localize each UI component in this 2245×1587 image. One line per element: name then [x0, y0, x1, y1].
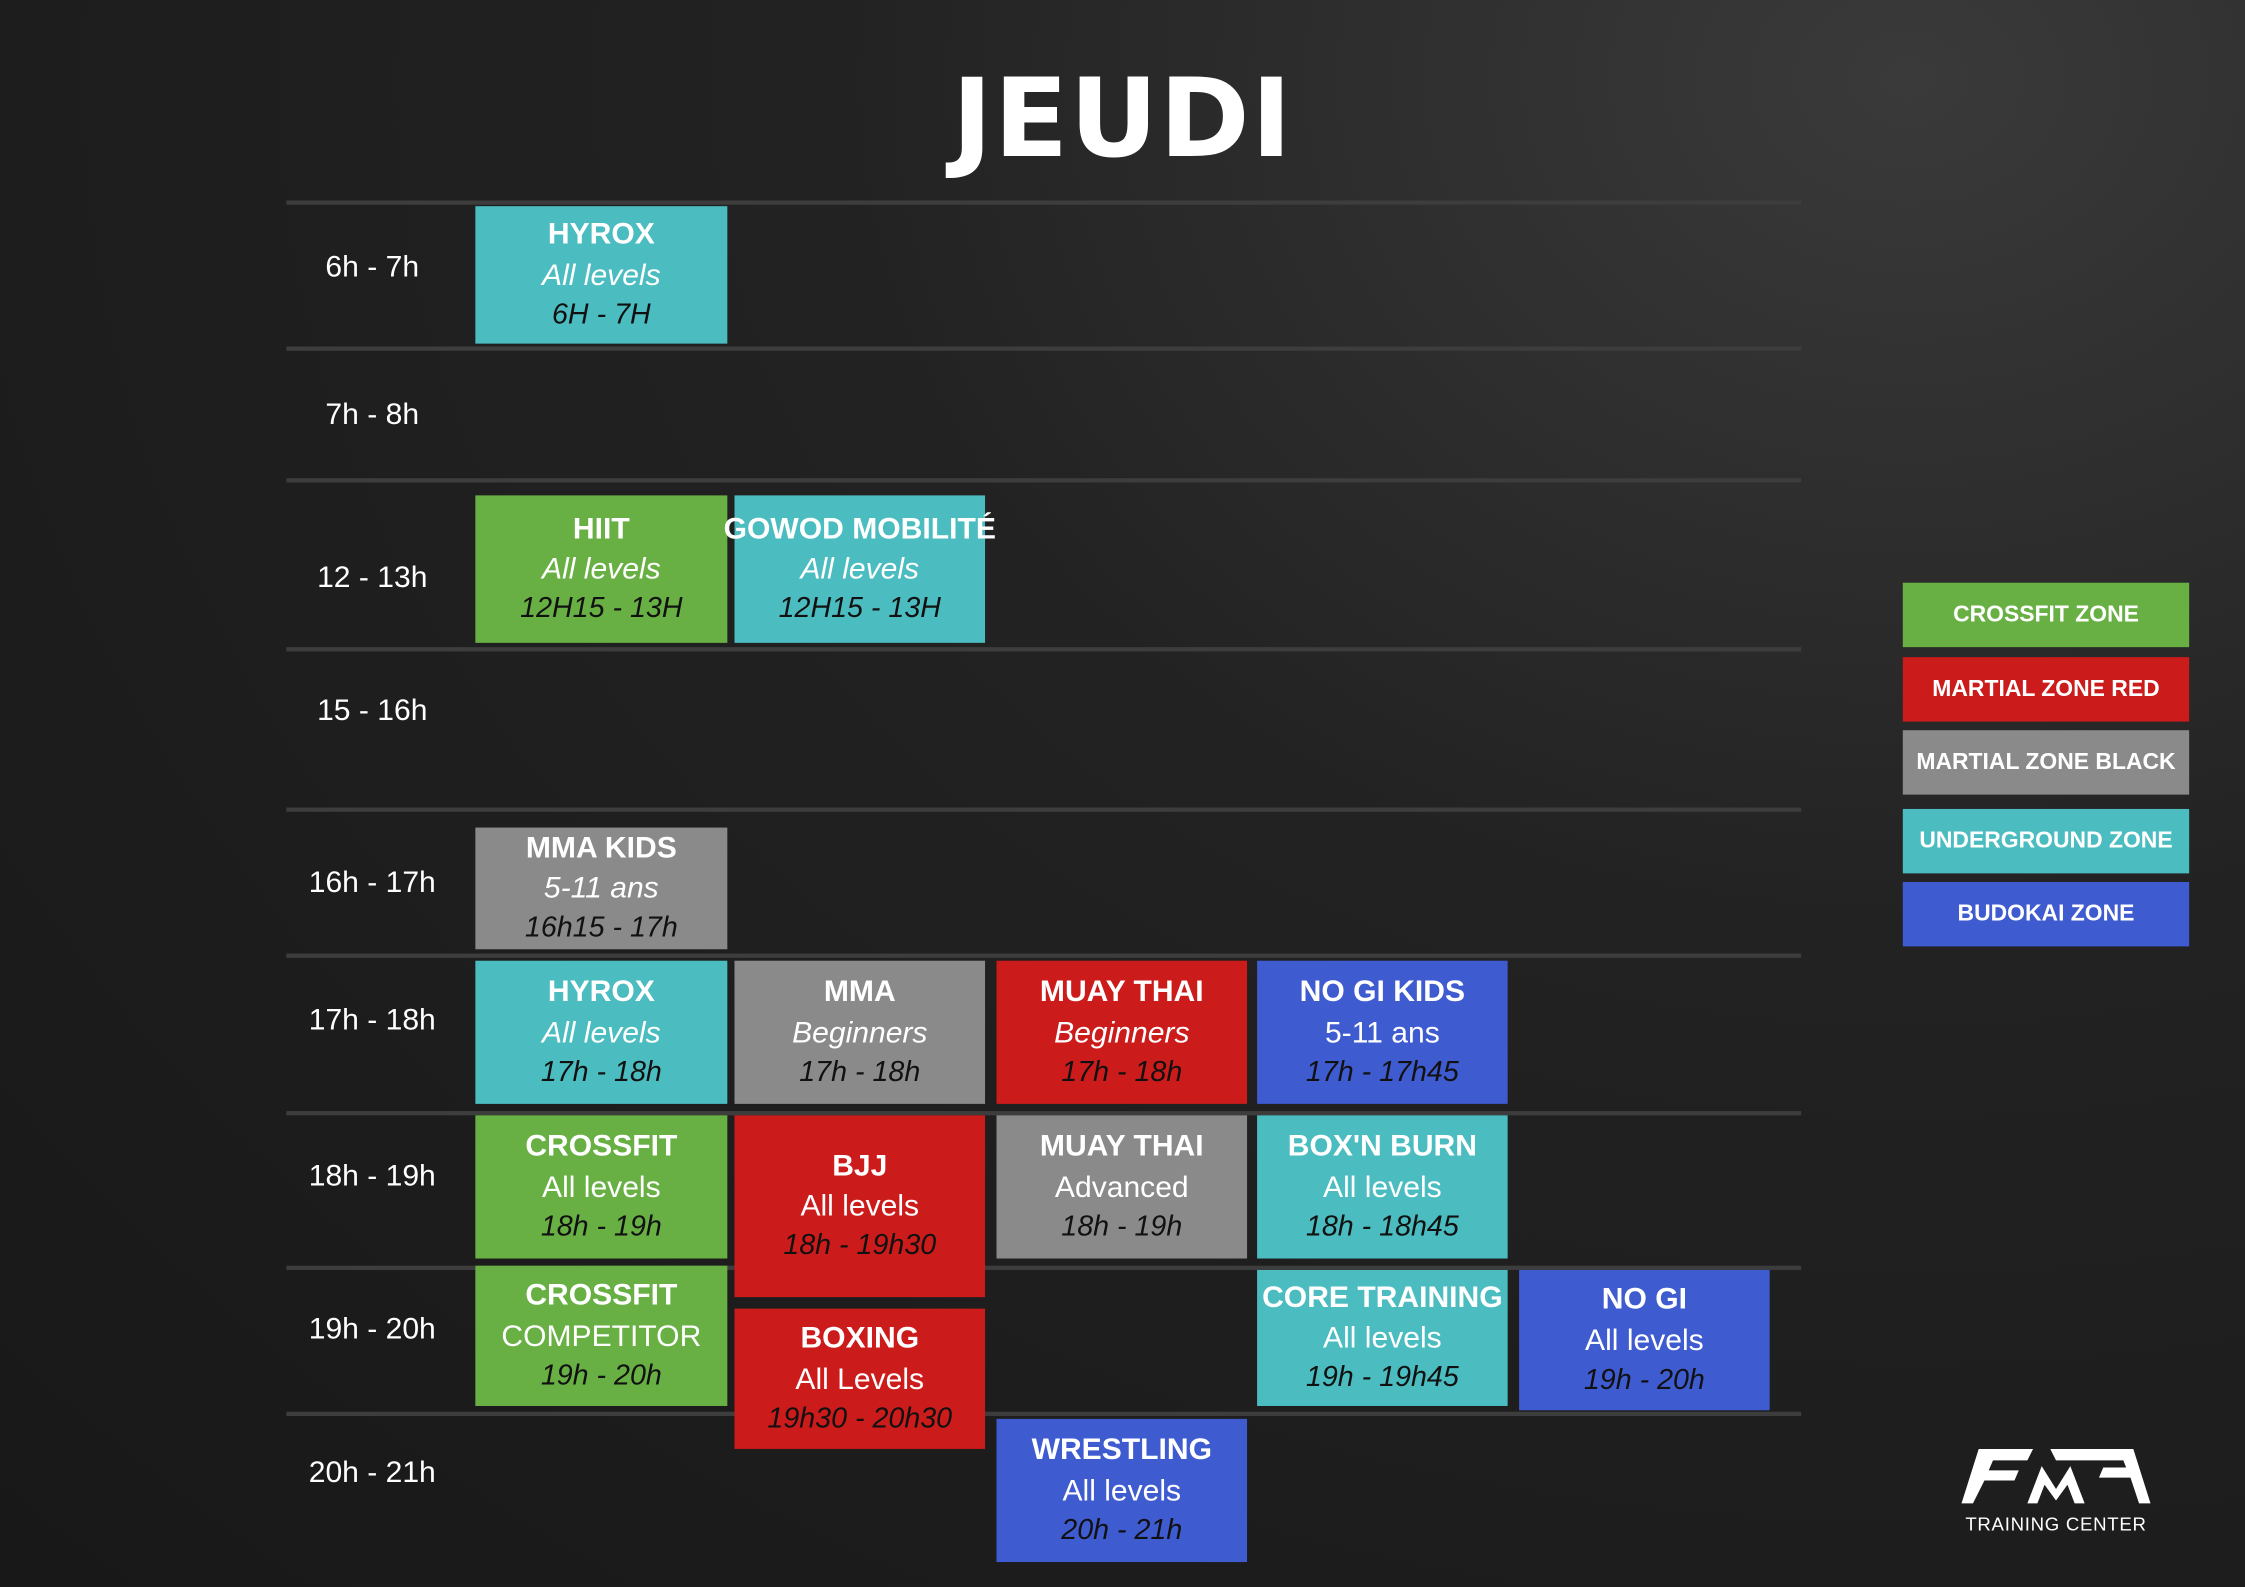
class-level: All levels — [1585, 1323, 1704, 1357]
time-slot-label: 18h - 19h — [308, 1159, 436, 1193]
legend-item: UNDERGROUND ZONE — [1902, 808, 2190, 874]
class-name: GOWOD MOBILITÉ — [723, 512, 996, 546]
class-session[interactable]: WRESTLING All levels 20h - 21h — [996, 1418, 1248, 1563]
class-level: All levels — [542, 258, 661, 292]
class-level: All levels — [542, 1170, 661, 1204]
class-session[interactable]: NO GI All levels 19h - 20h — [1519, 1269, 1770, 1411]
class-name: NO GI KIDS — [1299, 975, 1466, 1009]
class-level: All levels — [800, 1189, 920, 1223]
class-time: 20h - 21h — [1061, 1514, 1183, 1547]
class-session[interactable]: HYROX All levels 6H - 7H — [475, 206, 728, 344]
fma-logo-icon — [1961, 1448, 2151, 1504]
class-name: HYROX — [547, 217, 655, 251]
time-slot-label: 19h - 20h — [308, 1312, 436, 1346]
class-session[interactable]: CORE TRAINING All levels 19h - 19h45 — [1257, 1269, 1508, 1406]
row-divider — [286, 346, 1802, 351]
class-session[interactable]: HIIT All levels 12H15 - 13H — [475, 495, 728, 643]
class-level: All levels — [1062, 1473, 1182, 1507]
class-name: BOXING — [800, 1321, 920, 1355]
class-session[interactable]: MMA Beginners 17h - 18h — [734, 960, 986, 1104]
row-divider — [286, 1411, 1802, 1417]
class-session[interactable]: BJJ All levels 18h - 19h30 — [734, 1115, 986, 1298]
class-session[interactable]: GOWOD MOBILITÉ All levels 12H15 - 13H — [724, 495, 996, 643]
class-level: All Levels — [795, 1362, 925, 1396]
class-name: BOX'N BURN — [1287, 1129, 1477, 1163]
class-time: 19h - 20h — [1583, 1364, 1705, 1396]
row-divider — [286, 1111, 1802, 1116]
time-slot-label: 20h - 21h — [308, 1456, 436, 1490]
class-name: NO GI — [1601, 1283, 1687, 1317]
time-slot-label: 12 - 13h — [317, 561, 428, 595]
class-time: 18h - 19h30 — [783, 1230, 937, 1262]
row-divider — [286, 807, 1802, 812]
class-session[interactable]: BOXING All Levels 19h30 - 20h30 — [734, 1308, 986, 1449]
class-session[interactable]: CROSSFIT All levels 18h - 19h — [475, 1115, 728, 1259]
class-name: WRESTLING — [1031, 1433, 1212, 1467]
class-time: 17h - 18h — [1061, 1056, 1183, 1088]
legend-item: MARTIAL ZONE BLACK — [1902, 730, 2190, 795]
class-session[interactable]: MUAY THAI Advanced 18h - 19h — [996, 1115, 1248, 1259]
time-slot-label: 16h - 17h — [308, 866, 436, 900]
class-name: HIIT — [572, 512, 630, 546]
class-session[interactable]: CROSSFIT COMPETITOR 19h - 20h — [475, 1265, 728, 1406]
class-time: 18h - 19h — [1061, 1211, 1183, 1243]
class-level: 5-11 ans — [1324, 1015, 1440, 1049]
class-time: 19h - 20h — [540, 1359, 662, 1392]
time-slot-label: 17h - 18h — [308, 1003, 436, 1037]
class-name: BJJ — [832, 1149, 888, 1183]
class-level: All levels — [1323, 1321, 1442, 1355]
page-title: JEUDI — [951, 54, 1294, 182]
logo: TRAINING CENTER — [1956, 1446, 2156, 1535]
class-time: 17h - 18h — [799, 1056, 921, 1088]
class-name: MUAY THAI — [1039, 975, 1204, 1009]
class-time: 17h - 17h45 — [1305, 1056, 1459, 1088]
class-name: HYROX — [547, 975, 655, 1009]
class-session[interactable]: BOX'N BURN All levels 18h - 18h45 — [1257, 1115, 1508, 1259]
class-time: 16h15 - 17h — [524, 912, 678, 945]
class-name: MMA KIDS — [525, 831, 677, 865]
class-time: 19h - 19h45 — [1305, 1362, 1459, 1394]
class-level: COMPETITOR — [501, 1319, 702, 1353]
logo-subtitle: TRAINING CENTER — [1965, 1513, 2147, 1535]
legend-item: CROSSFIT ZONE — [1902, 582, 2190, 648]
legend-item: MARTIAL ZONE RED — [1902, 657, 2190, 722]
class-time: 12H15 - 13H — [520, 593, 683, 625]
class-name: MMA — [823, 975, 896, 1009]
time-slot-label: 7h - 8h — [325, 398, 420, 431]
class-time: 18h - 18h45 — [1305, 1211, 1459, 1243]
class-level: Beginners — [1054, 1015, 1190, 1049]
class-time: 12H15 - 13H — [778, 593, 941, 625]
class-level: All levels — [1323, 1170, 1442, 1204]
class-session[interactable]: MUAY THAI Beginners 17h - 18h — [996, 960, 1248, 1104]
class-level: Beginners — [792, 1015, 928, 1049]
class-session[interactable]: MMA KIDS 5-11 ans 16h15 - 17h — [475, 827, 728, 950]
class-time: 18h - 19h — [540, 1211, 662, 1243]
class-level: All levels — [800, 552, 920, 586]
class-level: 5-11 ans — [543, 871, 659, 905]
class-time: 17h - 18h — [540, 1056, 662, 1088]
row-divider — [286, 953, 1802, 958]
legend-item: BUDOKAI ZONE — [1902, 881, 2190, 947]
class-time: 6H - 7H — [552, 299, 651, 331]
row-divider — [286, 647, 1802, 652]
class-name: CORE TRAINING — [1262, 1280, 1503, 1314]
class-name: CROSSFIT — [525, 1129, 678, 1163]
time-slot-label: 15 - 16h — [317, 694, 428, 728]
row-divider — [286, 1265, 1802, 1270]
class-session[interactable]: NO GI KIDS 5-11 ans 17h - 17h45 — [1257, 960, 1508, 1104]
class-level: Advanced — [1054, 1170, 1189, 1204]
class-level: All levels — [542, 552, 661, 586]
class-level: All levels — [542, 1015, 661, 1049]
class-time: 19h30 - 20h30 — [767, 1402, 953, 1435]
class-name: CROSSFIT — [525, 1278, 678, 1312]
class-session[interactable]: HYROX All levels 17h - 18h — [475, 960, 728, 1104]
time-slot-label: 6h - 7h — [325, 250, 420, 284]
class-name: MUAY THAI — [1039, 1129, 1204, 1163]
row-divider — [286, 200, 1802, 205]
row-divider — [286, 478, 1802, 483]
